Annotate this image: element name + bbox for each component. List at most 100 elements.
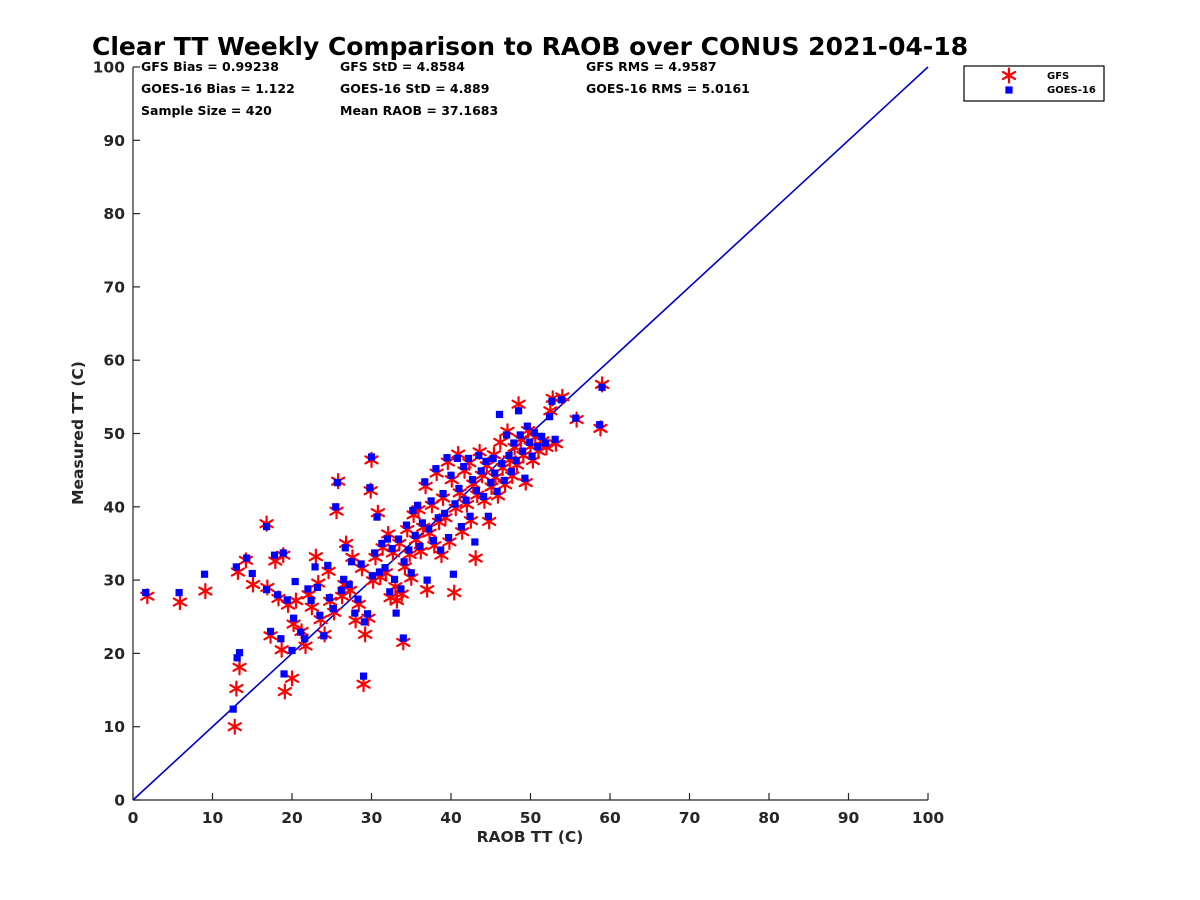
goes-point: [320, 632, 328, 640]
stat-gfs-bias: GFS Bias = 0.99238: [141, 59, 279, 74]
goes-point: [407, 569, 415, 577]
goes-point: [489, 454, 497, 463]
goes-point: [405, 546, 413, 554]
goes-point: [482, 457, 490, 465]
goes-point: [291, 577, 299, 586]
gfs-point: [493, 434, 508, 451]
goes-point: [390, 575, 399, 583]
gfs-point: [468, 550, 483, 567]
goes-point: [235, 649, 244, 657]
goes-point: [434, 514, 442, 522]
goes-point: [477, 467, 485, 475]
goes-point: [243, 554, 251, 562]
goes-point: [363, 610, 372, 618]
goes-point: [354, 595, 362, 603]
legend-goes-label: GOES-16: [1047, 85, 1096, 96]
goes-point: [279, 549, 287, 557]
x-tick-label: 50: [520, 809, 542, 827]
gfs-point: [284, 670, 300, 687]
goes-point: [503, 431, 511, 439]
x-tick-label: 100: [912, 809, 945, 827]
gfs-point: [245, 576, 261, 593]
goes-point: [283, 596, 291, 604]
goes-point: [455, 484, 463, 493]
gfs-point: [308, 548, 324, 565]
goes-point: [400, 558, 408, 566]
goes-point: [514, 407, 523, 415]
goes-point: [495, 410, 504, 419]
goes-point: [528, 452, 536, 460]
goes-point: [232, 563, 240, 571]
goes-point: [471, 538, 479, 546]
gfs-point: [172, 593, 188, 611]
gfs-point: [419, 581, 435, 598]
goes-point: [248, 569, 256, 578]
x-tick-label: 70: [679, 809, 701, 827]
goes-point: [360, 618, 368, 626]
goes-point: [359, 672, 368, 680]
legend: GFS GOES-16: [963, 65, 1105, 102]
goes-point: [432, 465, 440, 473]
goes-point: [329, 605, 337, 613]
x-tick-label: 20: [281, 809, 303, 827]
goes-point: [304, 585, 312, 593]
goes-point: [351, 609, 359, 617]
goes-point: [373, 513, 381, 521]
x-tick-label: 40: [440, 809, 462, 827]
goes-point: [437, 546, 445, 554]
goes-point: [510, 439, 518, 447]
goes-point: [466, 512, 474, 520]
goes-point: [423, 576, 431, 584]
goes-point: [357, 560, 365, 568]
stat-gfs-std: GFS StD = 4.8584: [340, 59, 465, 74]
y-tick-label: 0: [114, 792, 125, 810]
stat-mean-raob: Mean RAOB = 37.1683: [340, 103, 498, 118]
goes-point: [441, 509, 449, 517]
goes-point: [505, 451, 513, 460]
goes-point: [324, 561, 332, 570]
goes-point: [487, 479, 495, 487]
x-tick-label: 60: [599, 809, 621, 827]
goes-point: [484, 512, 492, 520]
goes-point: [445, 533, 453, 542]
gfs-point: [227, 718, 242, 735]
gfs-point: [447, 584, 462, 601]
y-tick-label: 90: [103, 132, 125, 150]
y-tick-label: 80: [103, 205, 125, 223]
goes-point: [262, 586, 271, 594]
goes-point: [530, 429, 539, 437]
stat-goes-rms: GOES-16 RMS = 5.0161: [586, 81, 750, 96]
legend-goes-marker: [1005, 86, 1013, 94]
y-tick-label: 30: [103, 572, 125, 590]
goes-point: [516, 431, 524, 439]
goes-point: [366, 484, 374, 492]
goes-point: [297, 628, 305, 636]
goes-point: [386, 588, 394, 596]
legend-box: [963, 65, 1105, 102]
goes-point: [378, 539, 386, 548]
goes-point: [280, 670, 288, 678]
stat-goes-std: GOES-16 StD = 4.889: [340, 81, 489, 96]
goes-point: [311, 563, 319, 571]
goes-point: [468, 476, 477, 484]
goes-point: [439, 490, 447, 498]
goes-point: [453, 454, 461, 463]
goes-point: [425, 525, 433, 533]
goes-point: [142, 588, 150, 597]
y-axis-label: Measured TT (C): [69, 361, 87, 505]
legend-goes-square: [1005, 86, 1013, 94]
goes-point: [427, 497, 435, 505]
goes-point: [460, 462, 468, 471]
goes-point: [368, 572, 376, 580]
goes-point: [518, 447, 527, 455]
goes-point: [345, 580, 353, 589]
goes-point: [548, 397, 556, 405]
goes-point: [367, 453, 376, 461]
goes-point: [572, 414, 580, 422]
y-tick-label: 100: [93, 59, 126, 77]
goes-point: [301, 635, 309, 643]
goes-point: [551, 435, 559, 443]
goes-point: [333, 479, 341, 487]
y-tick-label: 70: [103, 278, 125, 296]
